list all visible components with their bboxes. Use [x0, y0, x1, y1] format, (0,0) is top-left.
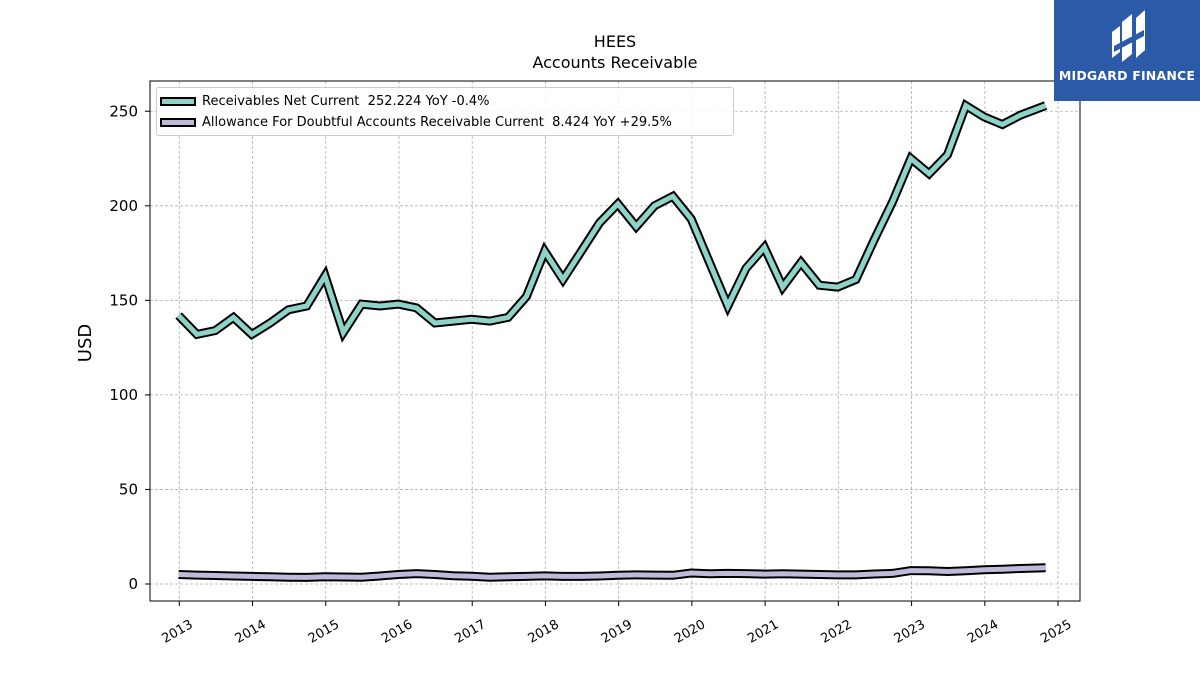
legend-item-receivables: Receivables Net Current 252.224 YoY -0.4…: [157, 91, 490, 111]
x-tick-label: 2018: [526, 617, 562, 647]
x-tick-label: 2025: [1038, 617, 1074, 647]
plot-area-frame: [149, 80, 1081, 602]
y-tick-label: 100: [109, 386, 138, 404]
chart-title: HEES: [593, 32, 637, 51]
x-tick-label: 2022: [819, 617, 855, 647]
series-allowance-line: [178, 565, 1046, 580]
series-layer: [175, 98, 1048, 582]
legend-swatch-allowance: [160, 117, 196, 127]
x-tick-label: 2014: [233, 617, 269, 647]
x-tick-label: 2016: [379, 617, 415, 647]
legend-label-receivables: Receivables Net Current 252.224 YoY -0.4…: [202, 93, 490, 109]
x-tick-label: 2019: [599, 617, 635, 647]
logo-text: MIDGARD FINANCE: [1058, 68, 1196, 83]
x-tick-label: 2017: [452, 617, 488, 647]
y-axis-label: USD: [75, 324, 96, 362]
axis-ticks: 0 50 100 150 200 250 2013 2014 2015 2016 2017 2018 2…: [109, 102, 1074, 646]
brand-logo: MIDGARD FINANCE: [1054, 0, 1200, 101]
logo-icon: [1112, 10, 1145, 62]
x-tick-label: 2020: [672, 617, 708, 647]
chart-subtitle: Accounts Receivable: [532, 53, 698, 72]
y-tick-label: 150: [109, 291, 138, 309]
y-tick-label: 200: [109, 197, 138, 215]
y-tick-label: 50: [119, 480, 138, 498]
series-receivables-line: [176, 101, 1047, 339]
y-tick-label: 250: [109, 102, 138, 120]
y-tick-label: 0: [128, 575, 138, 593]
x-tick-label: 2024: [965, 617, 1001, 647]
legend-label-allowance: Allowance For Doubtful Accounts Receivab…: [202, 114, 672, 130]
legend: Receivables Net Current 252.224 YoY -0.4…: [156, 87, 734, 136]
x-tick-label: 2023: [892, 617, 928, 647]
x-tick-label: 2021: [745, 617, 781, 647]
x-tick-label: 2015: [306, 617, 342, 647]
legend-item-allowance: Allowance For Doubtful Accounts Receivab…: [157, 112, 672, 132]
x-tick-label: 2013: [159, 617, 195, 647]
legend-swatch-receivables: [160, 96, 196, 106]
